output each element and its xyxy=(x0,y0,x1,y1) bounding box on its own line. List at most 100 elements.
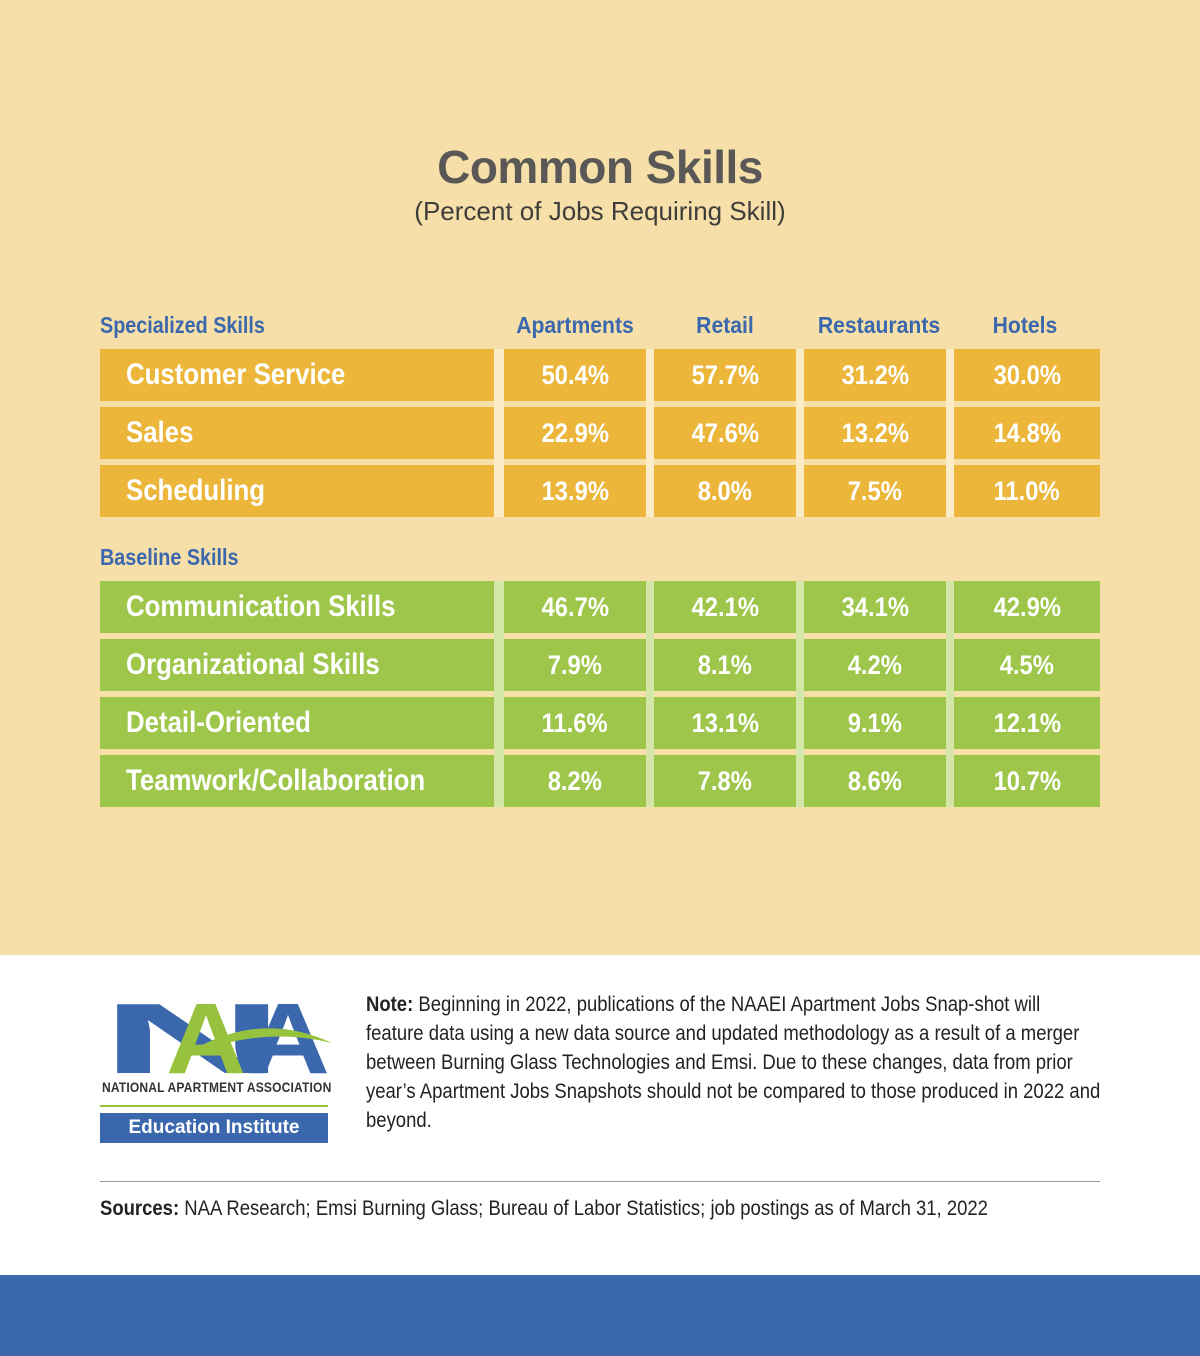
logo-education-institute: Education Institute xyxy=(100,1113,328,1143)
value-cell: 9.1% xyxy=(804,697,946,749)
sources-body: NAA Research; Emsi Burning Glass; Bureau… xyxy=(179,1196,988,1220)
note-label: Note: xyxy=(366,992,414,1016)
value-cell: 8.6% xyxy=(804,755,946,807)
column-gap xyxy=(646,349,654,517)
value-text: 7.9% xyxy=(547,649,603,680)
row-label: Communication Skills xyxy=(100,581,494,633)
column-gap xyxy=(946,581,954,807)
table-row: Customer Service 50.4% 57.7% 31.2% 30.0% xyxy=(100,346,1100,404)
value-cell: 13.2% xyxy=(804,407,946,459)
table-row: Organizational Skills 7.9% 8.1% 4.2% 4.5% xyxy=(100,636,1100,694)
value-cell: 7.9% xyxy=(504,639,646,691)
value-cell: 50.4% xyxy=(504,349,646,401)
value-cell: 4.5% xyxy=(954,639,1100,691)
row-label: Sales xyxy=(100,407,494,459)
value-cell: 11.6% xyxy=(504,697,646,749)
value-text: 42.1% xyxy=(691,591,759,622)
value-text: 7.5% xyxy=(847,475,903,506)
logo-organization-name: NATIONAL APARTMENT ASSOCIATION xyxy=(102,1079,332,1095)
value-text: 10.7% xyxy=(993,765,1061,796)
value-cell: 8.0% xyxy=(654,465,796,517)
value-cell: 13.9% xyxy=(504,465,646,517)
column-gap xyxy=(646,581,654,807)
table-row: Communication Skills 46.7% 42.1% 34.1% 42.9% xyxy=(100,578,1100,636)
value-cell: 4.2% xyxy=(804,639,946,691)
value-text: 13.1% xyxy=(691,707,759,738)
row-label-text: Teamwork/Collaboration xyxy=(126,764,426,797)
column-gap xyxy=(494,349,504,517)
value-cell: 31.2% xyxy=(804,349,946,401)
value-cell: 42.9% xyxy=(954,581,1100,633)
value-text: 46.7% xyxy=(541,591,609,622)
naa-logo-mark: N A A xyxy=(100,995,332,1080)
naa-logo: N A A NATIONAL APARTMENT ASSOCIATION Edu… xyxy=(100,995,332,1147)
value-cell: 46.7% xyxy=(504,581,646,633)
value-cell: 7.5% xyxy=(804,465,946,517)
column-gap xyxy=(946,349,954,517)
table-row: Sales 22.9% 47.6% 13.2% 14.8% xyxy=(100,404,1100,462)
value-cell: 57.7% xyxy=(654,349,796,401)
value-text: 42.9% xyxy=(993,591,1061,622)
row-label: Scheduling xyxy=(100,465,494,517)
group-label-baseline: Baseline Skills xyxy=(100,544,239,570)
value-text: 50.4% xyxy=(541,359,609,390)
value-cell: 14.8% xyxy=(954,407,1100,459)
row-label: Detail-Oriented xyxy=(100,697,494,749)
value-text: 4.2% xyxy=(847,649,903,680)
value-text: 12.1% xyxy=(993,707,1061,738)
row-label-text: Organizational Skills xyxy=(126,648,380,681)
value-text: 30.0% xyxy=(993,359,1061,390)
value-text: 13.9% xyxy=(541,475,609,506)
value-text: 8.1% xyxy=(697,649,753,680)
row-label-text: Sales xyxy=(126,416,194,449)
row-label: Customer Service xyxy=(100,349,494,401)
group-label-specialized: Specialized Skills xyxy=(100,312,265,338)
value-text: 11.0% xyxy=(993,475,1061,506)
value-cell: 11.0% xyxy=(954,465,1100,517)
value-cell: 34.1% xyxy=(804,581,946,633)
value-cell: 12.1% xyxy=(954,697,1100,749)
column-header-hotels: Hotels xyxy=(992,312,1058,338)
column-header-apartments: Apartments xyxy=(516,312,634,338)
value-text: 31.2% xyxy=(841,359,909,390)
value-cell: 8.1% xyxy=(654,639,796,691)
value-cell: 30.0% xyxy=(954,349,1100,401)
value-text: 13.2% xyxy=(841,417,909,448)
column-gap xyxy=(494,581,504,807)
column-header-retail: Retail xyxy=(696,312,754,338)
value-text: 11.6% xyxy=(541,707,609,738)
sources-line: Sources: NAA Research; Emsi Burning Glas… xyxy=(100,1196,988,1221)
row-label: Teamwork/Collaboration xyxy=(100,755,494,807)
note-body: Beginning in 2022, publications of the N… xyxy=(366,992,1101,1132)
value-cell: 47.6% xyxy=(654,407,796,459)
chart-subtitle: (Percent of Jobs Requiring Skill) xyxy=(414,196,786,226)
value-text: 8.0% xyxy=(697,475,753,506)
table-row: Teamwork/Collaboration 8.2% 7.8% 8.6% 10.7% xyxy=(100,752,1100,810)
row-label-text: Scheduling xyxy=(126,474,266,507)
value-text: 57.7% xyxy=(691,359,759,390)
value-cell: 22.9% xyxy=(504,407,646,459)
row-label-text: Detail-Oriented xyxy=(126,706,311,739)
column-header-restaurants: Restaurants xyxy=(817,312,941,338)
value-text: 22.9% xyxy=(541,417,609,448)
row-label-text: Customer Service xyxy=(126,358,346,391)
row-label: Organizational Skills xyxy=(100,639,494,691)
value-cell: 8.2% xyxy=(504,755,646,807)
footer-bar xyxy=(0,1275,1200,1356)
divider xyxy=(100,1181,1100,1182)
methodology-note: Note: Beginning in 2022, publications of… xyxy=(366,990,1102,1135)
value-cell: 42.1% xyxy=(654,581,796,633)
sources-label: Sources: xyxy=(100,1196,180,1220)
value-cell: 10.7% xyxy=(954,755,1100,807)
table-row: Detail-Oriented 11.6% 13.1% 9.1% 12.1% xyxy=(100,694,1100,752)
table-row: Scheduling 13.9% 8.0% 7.5% 11.0% xyxy=(100,462,1100,520)
row-label-text: Communication Skills xyxy=(126,590,396,623)
column-gap xyxy=(796,349,804,517)
value-text: 47.6% xyxy=(691,417,759,448)
value-text: 4.5% xyxy=(999,649,1055,680)
value-cell: 13.1% xyxy=(654,697,796,749)
value-text: 8.6% xyxy=(847,765,903,796)
column-gap xyxy=(796,581,804,807)
value-text: 8.2% xyxy=(547,765,603,796)
value-text: 9.1% xyxy=(847,707,903,738)
